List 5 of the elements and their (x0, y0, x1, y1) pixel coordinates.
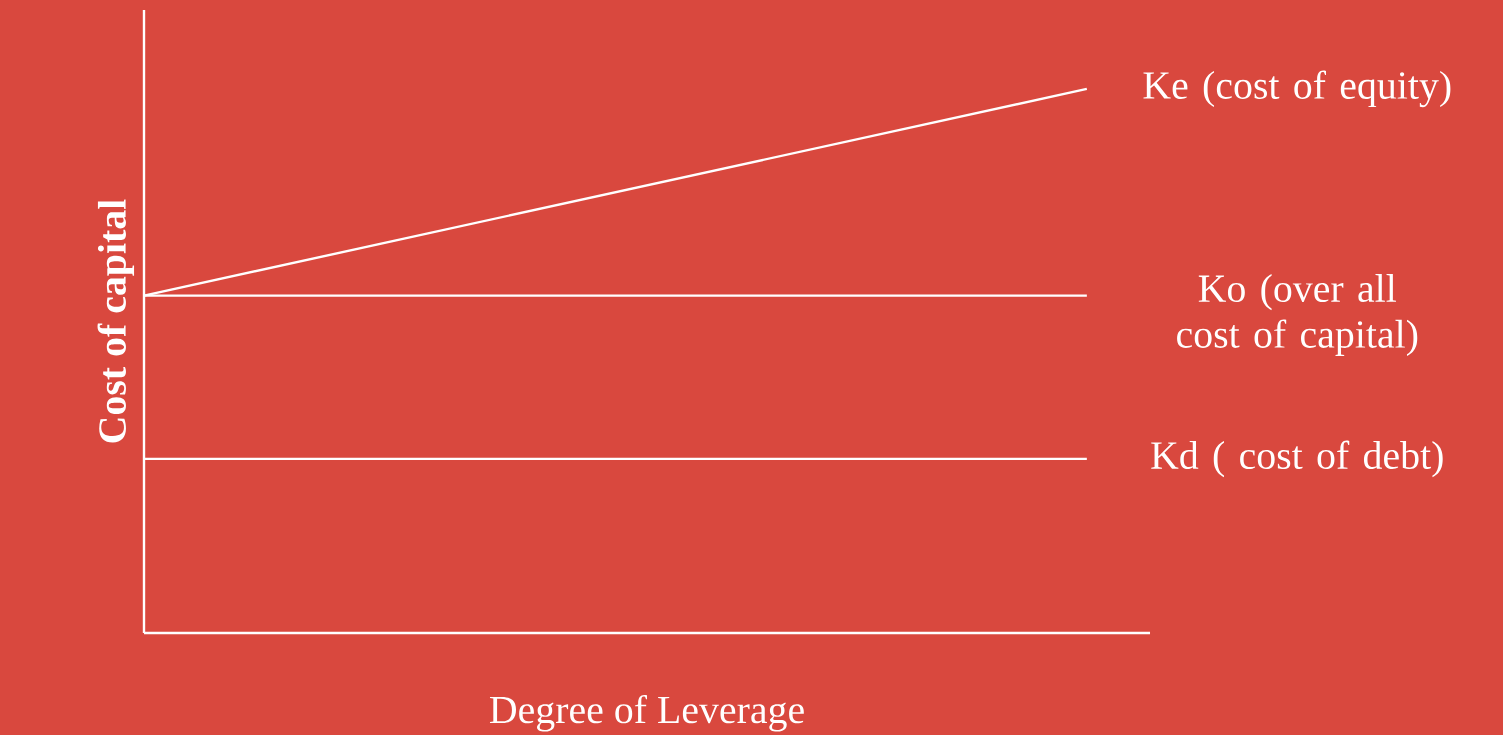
series-label: Kd ( cost of debt) (1151, 440, 1443, 478)
x-axis-title: Degree of Leverage (489, 694, 804, 732)
text: Ko (over all cost of capital) (1177, 274, 1418, 356)
y-axis-title: Cost of capital (97, 199, 135, 443)
series-label: Ke (cost of equity) (1143, 70, 1451, 108)
